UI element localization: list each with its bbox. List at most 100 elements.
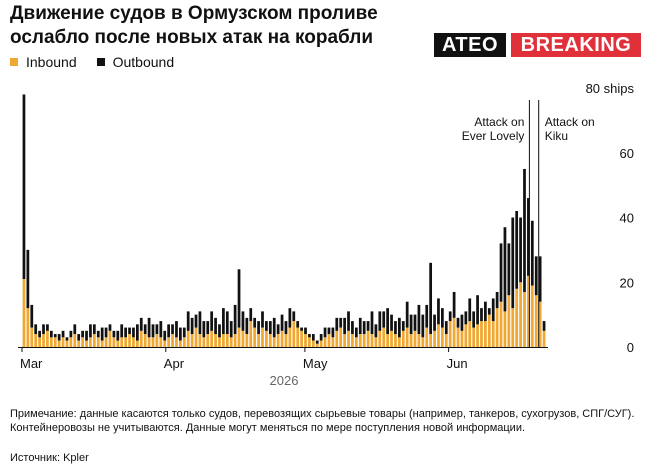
bar-outbound-59 (253, 317, 257, 328)
bar-inbound-88 (366, 330, 370, 347)
bar-outbound-16 (85, 330, 88, 341)
bar-outbound-6 (46, 324, 49, 331)
bar-inbound-46 (202, 337, 206, 347)
bar-outbound-100 (413, 314, 417, 331)
bar-inbound-102 (421, 337, 425, 347)
bar-outbound-69 (292, 311, 296, 322)
bar-outbound-0 (22, 94, 26, 280)
bar-inbound-54 (233, 334, 237, 347)
bar-outbound-7 (49, 330, 53, 338)
bar-inbound-69 (292, 321, 296, 347)
bar-inbound-101 (417, 334, 421, 347)
bar-inbound-132 (538, 301, 542, 347)
bar-outbound-42 (186, 311, 190, 331)
bar-outbound-38 (171, 324, 174, 335)
bar-outbound-103 (425, 304, 429, 328)
bar-inbound-30 (139, 330, 143, 347)
bar-inbound-80 (335, 330, 339, 347)
bar-outbound-95 (394, 321, 397, 335)
bars-group (22, 94, 546, 348)
bar-outbound-110 (452, 291, 456, 318)
bar-inbound-112 (460, 330, 464, 347)
bar-outbound-54 (233, 304, 237, 335)
bar-outbound-88 (366, 321, 370, 331)
x-tick-label-apr: Apr (164, 356, 185, 371)
bar-inbound-47 (206, 334, 210, 347)
bar-inbound-55 (237, 327, 241, 347)
bar-inbound-39 (175, 337, 178, 347)
bar-inbound-71 (300, 330, 303, 347)
bar-inbound-66 (280, 330, 284, 347)
bar-outbound-115 (472, 311, 476, 328)
bar-inbound-90 (374, 337, 378, 347)
bar-inbound-121 (495, 308, 499, 347)
bar-inbound-97 (401, 330, 405, 347)
bar-outbound-117 (480, 308, 483, 322)
bar-inbound-116 (476, 324, 479, 347)
bar-outbound-130 (530, 220, 534, 286)
bar-inbound-118 (484, 321, 487, 347)
bar-outbound-98 (405, 301, 409, 328)
breaking-badge: BREAKING (511, 33, 641, 57)
bar-outbound-23 (112, 330, 116, 338)
bar-inbound-73 (308, 337, 311, 347)
bar-outbound-126 (515, 211, 519, 289)
bar-inbound-115 (472, 327, 476, 347)
bar-inbound-98 (405, 327, 409, 347)
bar-outbound-18 (92, 324, 96, 335)
bar-inbound-53 (229, 337, 233, 347)
bar-outbound-48 (210, 311, 214, 331)
bar-inbound-19 (96, 337, 100, 347)
bar-inbound-83 (347, 330, 350, 347)
bar-outbound-26 (124, 327, 127, 338)
bar-inbound-65 (276, 334, 280, 347)
bar-inbound-79 (331, 337, 335, 347)
bar-outbound-61 (261, 311, 264, 328)
ateo-logo: ATEO (434, 33, 506, 57)
bar-inbound-127 (519, 282, 522, 347)
bar-outbound-80 (335, 317, 339, 331)
bar-inbound-76 (319, 340, 323, 347)
bar-inbound-18 (92, 334, 96, 347)
bar-inbound-10 (61, 337, 65, 347)
bar-inbound-67 (284, 334, 288, 347)
bar-inbound-75 (315, 343, 319, 347)
bar-outbound-104 (429, 262, 433, 335)
bar-outbound-105 (433, 314, 436, 331)
bar-inbound-36 (163, 340, 167, 347)
bar-inbound-105 (433, 330, 436, 347)
bar-outbound-36 (163, 330, 167, 341)
bar-outbound-37 (167, 324, 171, 338)
bar-inbound-1 (26, 308, 30, 347)
bar-inbound-48 (210, 330, 214, 347)
bar-inbound-123 (503, 311, 507, 347)
bar-inbound-113 (464, 324, 468, 347)
bar-outbound-86 (358, 317, 362, 335)
x-tick-label-may: May (303, 356, 328, 371)
bar-outbound-123 (503, 227, 507, 312)
bar-inbound-25 (120, 337, 124, 347)
bar-inbound-103 (425, 327, 429, 347)
bar-inbound-41 (182, 337, 186, 347)
bar-inbound-34 (155, 334, 159, 347)
axes-group: 0 20 40 60 80 ships Mar Apr May Jun 2026 (18, 81, 634, 388)
bar-outbound-1 (26, 249, 30, 309)
bar-outbound-60 (257, 321, 260, 335)
bar-inbound-109 (448, 321, 452, 347)
bar-inbound-21 (104, 337, 108, 347)
bar-outbound-58 (249, 308, 253, 322)
bar-outbound-111 (456, 317, 460, 328)
bar-inbound-2 (30, 327, 34, 347)
bar-inbound-51 (222, 334, 225, 347)
bar-inbound-87 (362, 334, 366, 347)
bar-inbound-114 (468, 321, 472, 347)
footnote: Примечание: данные касаются только судов… (10, 408, 635, 434)
bar-outbound-76 (319, 334, 323, 341)
bar-inbound-86 (358, 334, 362, 347)
bar-inbound-92 (382, 327, 386, 347)
bar-outbound-13 (73, 324, 77, 335)
bar-outbound-50 (218, 324, 221, 338)
bar-outbound-21 (104, 327, 108, 338)
bar-inbound-120 (491, 321, 495, 347)
